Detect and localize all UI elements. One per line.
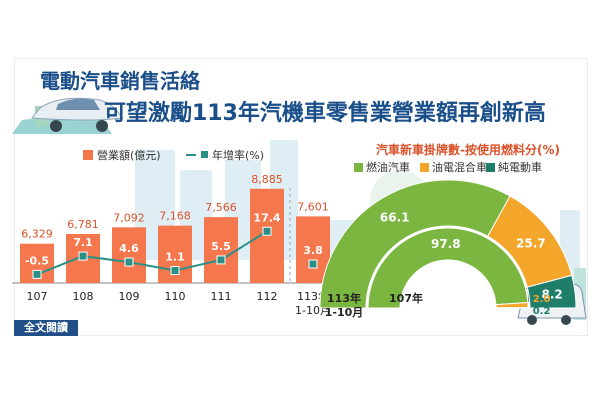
growth-rate-point (262, 226, 272, 236)
bar-revenue (112, 227, 146, 283)
legend-label-growth: 年增率(%) (212, 148, 264, 162)
bar-value-label: 7,168 (159, 210, 191, 223)
x-tick-label: 112 (257, 290, 278, 303)
growth-rate-point (308, 259, 318, 269)
ring-label-113: 1-10月 (325, 306, 364, 319)
legend-swatch-electric (486, 163, 495, 172)
growth-rate-point (78, 251, 88, 261)
legend-swatch-hybrid (420, 163, 429, 172)
donut-value-label: 0.2 (533, 306, 551, 317)
legend-marker-growth (201, 151, 208, 158)
x-tick-label: 111 (211, 290, 232, 303)
bar-revenue (296, 216, 330, 283)
ring-label-113: 113年 (327, 291, 361, 305)
donut-segment (319, 179, 511, 309)
bar-value-label: 6,781 (67, 218, 99, 231)
bar-value-label: 7,566 (205, 201, 237, 214)
ring-label-107: 107年 (389, 291, 423, 305)
donut-value-label: 97.8 (431, 237, 461, 251)
read-full-article-button[interactable]: 全文閱讀 (14, 320, 78, 336)
donut-segment (495, 306, 529, 309)
bar-value-label: 7,601 (297, 200, 329, 213)
donut-value-label: 8.2 (541, 288, 562, 302)
legend-swatch-fuel (354, 163, 363, 172)
donut-chart-title: 汽車新車掛牌數-按使用燃料分(%) (376, 142, 560, 157)
growth-rate-point (32, 269, 42, 279)
growth-rate-label: 1.1 (165, 251, 185, 264)
fuel-type-donut-chart: 汽車新車掛牌數-按使用燃料分(%) 燃油汽車 油電混合車 純電動車 66.1 25.7 8.… (319, 142, 577, 319)
growth-rate-point (216, 255, 226, 265)
title-line-1: 電動汽車銷售活絡 (40, 69, 200, 93)
growth-rate-point (170, 266, 180, 276)
legend-label-fuel-type: 燃油汽車 (366, 160, 410, 174)
growth-rate-label: 7.1 (73, 236, 93, 249)
growth-rate-label: 3.8 (303, 244, 323, 257)
title-line-2: 可望激勵113年汽機車零售業營業額再創新高 (104, 101, 546, 126)
x-tick-label: 110 (165, 290, 186, 303)
legend-swatch-revenue (83, 150, 93, 160)
x-tick-label: 108 (73, 290, 94, 303)
electric-car-illustration (12, 97, 123, 134)
growth-rate-label: -0.5 (25, 254, 49, 267)
growth-rate-label: 4.6 (119, 242, 139, 255)
bar-value-label: 7,092 (113, 211, 145, 224)
donut-value-label: 2.0 (533, 294, 551, 305)
legend-label-fuel-type: 純電動車 (498, 160, 542, 174)
x-tick-label: 109 (119, 290, 140, 303)
growth-rate-line (36, 230, 268, 276)
donut-value-label: 25.7 (516, 237, 546, 251)
growth-rate-label: 5.5 (211, 240, 231, 253)
growth-rate-label: 17.4 (253, 211, 280, 224)
sales-growth-chart: 營業額(億元) 年增率(%) 6,329 107 6,781 108 7,092 109 7,1… (12, 148, 331, 317)
bar-revenue (204, 217, 238, 283)
donut-segment (367, 227, 529, 309)
bar-value-label: 6,329 (21, 228, 53, 241)
donut-segment (526, 274, 577, 309)
growth-rate-point (124, 257, 134, 267)
legend-label-fuel-type: 油電混合車 (432, 160, 487, 174)
donut-value-label: 66.1 (380, 211, 410, 225)
legend-label-revenue: 營業額(億元) (97, 149, 161, 162)
x-tick-label: 107 (27, 290, 48, 303)
bar-value-label: 8,885 (251, 173, 283, 186)
bar-revenue (250, 188, 284, 283)
